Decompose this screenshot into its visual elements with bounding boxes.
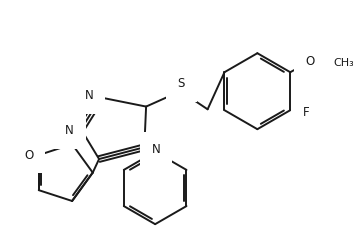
Text: N: N: [65, 124, 74, 138]
Text: O: O: [306, 55, 315, 68]
Text: S: S: [178, 77, 185, 90]
Text: N: N: [85, 89, 94, 102]
Text: F: F: [303, 105, 310, 119]
Text: CH₃: CH₃: [334, 58, 353, 68]
Text: O: O: [24, 148, 33, 162]
Text: N: N: [151, 144, 160, 156]
